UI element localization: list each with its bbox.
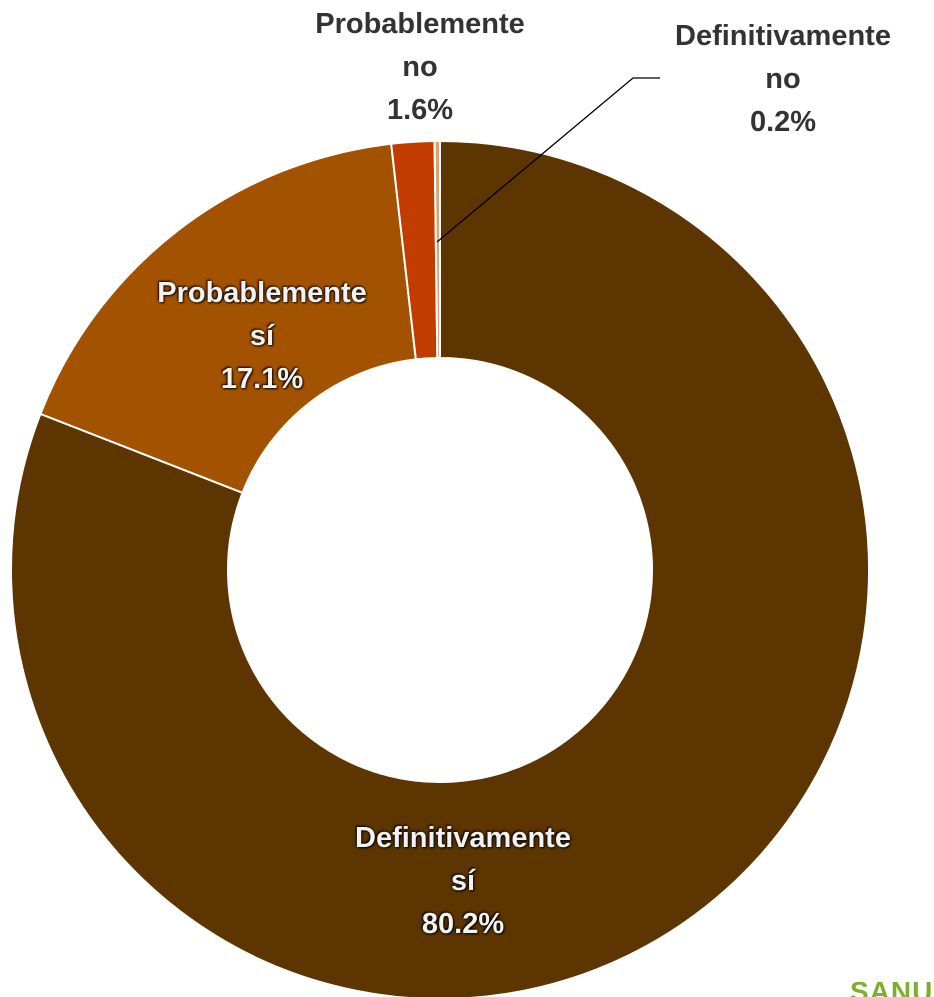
data-label: Probablemente sí 17.1%: [157, 272, 367, 401]
value-label: 0.2%: [749, 106, 817, 138]
category-label: Probablemente sí: [157, 277, 367, 352]
logo: SANU: [850, 976, 934, 997]
data-label: Definitivamente no 0.2%: [675, 15, 891, 144]
category-label: Probablemente no: [315, 8, 525, 83]
value-label: 80.2%: [421, 908, 505, 940]
leader-line: [436, 77, 660, 243]
data-label: Probablemente no 1.6%: [315, 3, 525, 132]
value-label: 1.6%: [386, 94, 454, 126]
donut-segment: [10, 139, 870, 997]
category-label: Definitivamente sí: [355, 822, 571, 897]
category-label: Definitivamente no: [675, 20, 891, 95]
data-label: Definitivamente sí 80.2%: [355, 817, 571, 946]
donut-segment: [39, 142, 417, 495]
donut-segment: [433, 139, 441, 360]
value-label: 17.1%: [220, 363, 304, 395]
